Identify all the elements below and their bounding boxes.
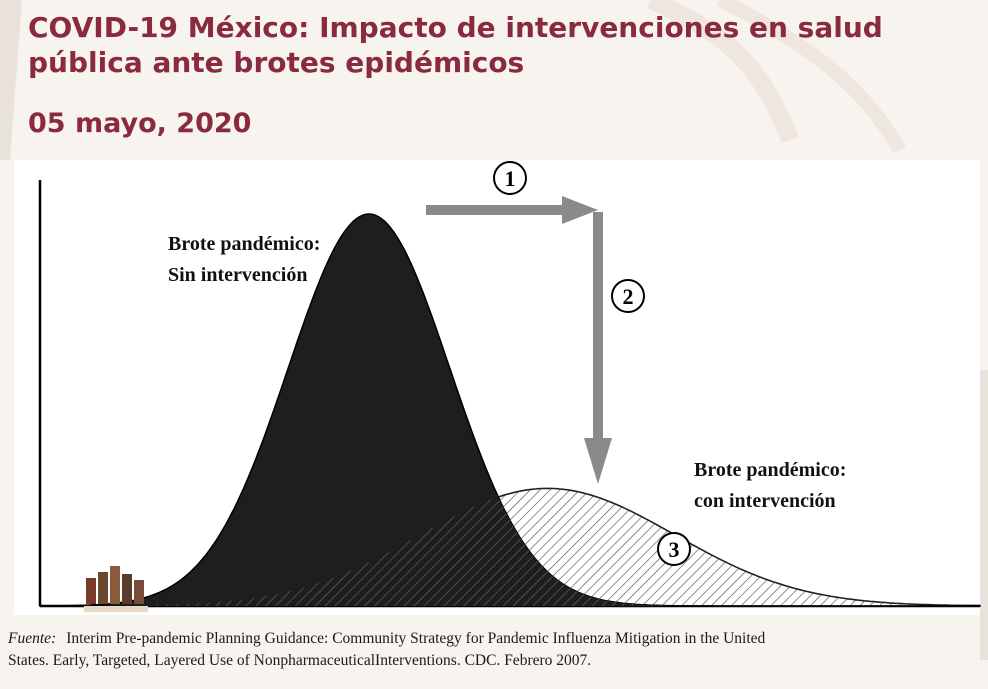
label-without-intervention-line1: Brote pandémico: [168,233,320,255]
arrow-1 [426,196,598,224]
curve-overlap [40,497,980,606]
source-note: Fuente: Interim Pre-pandemic Planning Gui… [8,628,968,672]
label-without-intervention-line2: Sin intervención [168,264,307,286]
slide-title: COVID-19 México: Impacto de intervencion… [28,11,883,79]
annotation-3-label: 3 [669,537,680,562]
annotation-2: 2 [611,279,645,313]
annotation-1-label: 1 [505,166,516,191]
label-with-intervention-line2: con intervención [694,490,836,512]
annotation-3: 3 [657,532,691,566]
government-logo [84,566,148,612]
annotation-1: 1 [493,161,527,195]
arrow-2 [584,212,612,484]
source-line2: States. Early, Targeted, Layered Use of … [8,652,592,669]
source-label: Fuente: [8,630,57,647]
annotation-2-label: 2 [623,284,634,309]
label-with-intervention-line1: Brote pandémico: [694,459,846,481]
slide-date: 05 mayo, 2020 [28,108,252,139]
source-line1: Interim Pre-pandemic Planning Guidance: … [66,630,766,647]
